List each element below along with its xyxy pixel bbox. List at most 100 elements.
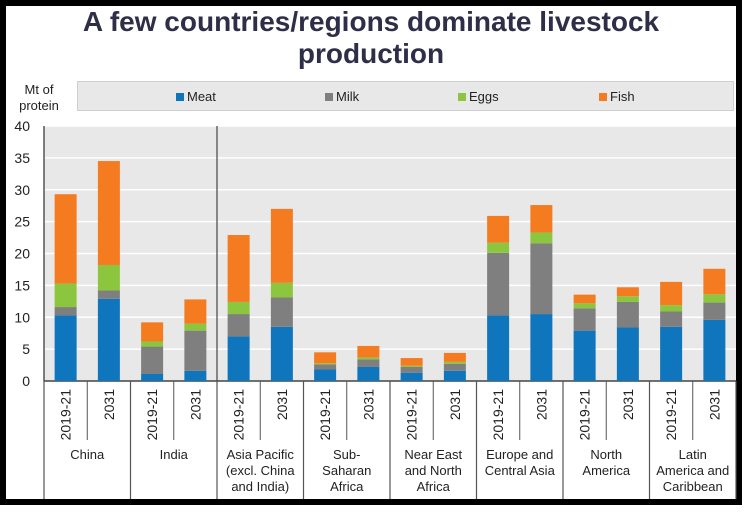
bar-segment-milk (97, 290, 120, 299)
period-label: 2019-21 (663, 389, 679, 441)
chart-title: A few countries/regions dominate livesto… (6, 6, 736, 70)
legend-swatch-milk (325, 92, 333, 101)
bar-segment-eggs (443, 361, 466, 364)
bar-segment-milk (270, 297, 293, 327)
legend-label-eggs: Eggs (469, 89, 499, 104)
bar-segment-fish (357, 345, 380, 358)
bar-segment-milk (703, 302, 726, 320)
bar-segment-fish (660, 281, 683, 306)
bar-segment-eggs (400, 365, 423, 367)
period-label: 2019-21 (317, 389, 333, 441)
bar-segment-milk (616, 301, 639, 328)
bar-segment-meat (357, 366, 380, 381)
bar-segment-meat (400, 372, 423, 381)
bar-segment-meat (97, 298, 120, 381)
group-label-line: and North (404, 463, 462, 478)
group-label-line: Africa (330, 479, 364, 494)
chart-title-line-2: production (297, 38, 445, 69)
group-label: China (45, 447, 130, 463)
period-label: 2019-21 (231, 389, 247, 441)
bar-segment-meat (616, 327, 639, 381)
legend-item-milk: Milk (325, 89, 359, 104)
group-label-line: and India) (231, 479, 290, 494)
bar-segment-milk (530, 243, 553, 315)
y-tick-label: 25 (14, 214, 30, 230)
bar-segment-eggs (227, 301, 250, 315)
bar-segment-meat (141, 373, 164, 381)
bar-segment-fish (141, 322, 164, 342)
period-label: 2019-21 (490, 389, 506, 441)
bar-segment-milk (141, 346, 164, 374)
bar-segment-fish (54, 194, 77, 284)
y-tick-label: 15 (14, 277, 30, 293)
bar-segment-meat (314, 369, 337, 381)
bar-segment-fish (530, 205, 553, 233)
y-tick-label: 5 (22, 341, 30, 357)
y-tick-label: 10 (14, 309, 30, 325)
legend: Meat Milk Eggs Fish (77, 81, 734, 111)
bar-segment-eggs (97, 264, 120, 291)
bar-segment-eggs (357, 357, 380, 360)
period-label: 2031 (360, 389, 376, 420)
group-label: Near East and North Africa (391, 447, 476, 495)
group-label-line: Near East (404, 447, 463, 462)
legend-item-eggs: Eggs (458, 89, 499, 104)
bar-segment-fish (270, 208, 293, 283)
group-label: Asia Pacific (excl. China and India) (218, 447, 303, 495)
period-label: 2031 (706, 389, 722, 420)
period-label: 2019-21 (404, 389, 420, 441)
legend-swatch-fish (599, 92, 607, 101)
bar-segment-meat (443, 370, 466, 381)
bar-segment-meat (227, 336, 250, 381)
bar-segment-eggs (530, 232, 553, 244)
bar-segment-milk (573, 308, 596, 331)
y-axis-label: Mt of protein (19, 82, 59, 113)
bar-segment-meat (184, 370, 207, 381)
group-label-line: Latin (678, 447, 707, 462)
period-label: 2031 (274, 389, 290, 420)
group-label-line: North (590, 447, 623, 462)
bar-segment-eggs (703, 294, 726, 303)
bar-segment-fish (227, 235, 250, 302)
period-label: 2019-21 (144, 389, 160, 441)
period-label: 2019-21 (58, 389, 74, 441)
group-label-line: Sub- (333, 447, 361, 462)
group-label: India (132, 447, 217, 463)
period-label: 2031 (447, 389, 463, 420)
bar-segment-eggs (270, 282, 293, 298)
bar-segment-eggs (54, 283, 77, 308)
period-label: 2031 (533, 389, 549, 420)
bar-segment-meat (573, 330, 596, 381)
bar-segment-fish (400, 358, 423, 366)
bar-segment-meat (54, 315, 77, 381)
bar-segment-milk (443, 363, 466, 371)
bar-segment-fish (97, 161, 120, 265)
bar-segment-fish (703, 268, 726, 295)
group-label: North America (564, 447, 649, 479)
bar-segment-milk (660, 311, 683, 327)
group-label-line: India (159, 447, 188, 462)
legend-label-milk: Milk (336, 89, 360, 104)
chart-title-line-1: A few countries/regions dominate livesto… (82, 6, 660, 37)
group-label-line: America (582, 463, 631, 478)
period-label: 2019-21 (577, 389, 593, 441)
bar-segment-meat (703, 319, 726, 381)
bar-segment-meat (487, 315, 510, 381)
bar-segment-eggs (487, 242, 510, 253)
bar-segment-fish (184, 299, 207, 324)
bar-segment-milk (314, 364, 337, 370)
legend-swatch-meat (176, 92, 184, 101)
group-label-line: Africa (416, 479, 450, 494)
group-label-line: Europe and (486, 447, 554, 462)
group-label-line: (excl. China (225, 463, 295, 478)
group-label: Latin America and Caribbean (651, 447, 736, 495)
group-label-line: Caribbean (662, 479, 723, 494)
group-label-line: Saharan (322, 463, 372, 478)
bar-segment-eggs (184, 323, 207, 331)
bar-segment-fish (314, 352, 337, 364)
group-label-line: Central Asia (484, 463, 555, 478)
bar-segment-milk (487, 252, 510, 316)
bar-segment-eggs (616, 296, 639, 302)
legend-swatch-eggs (458, 92, 466, 101)
period-label: 2031 (101, 389, 117, 420)
